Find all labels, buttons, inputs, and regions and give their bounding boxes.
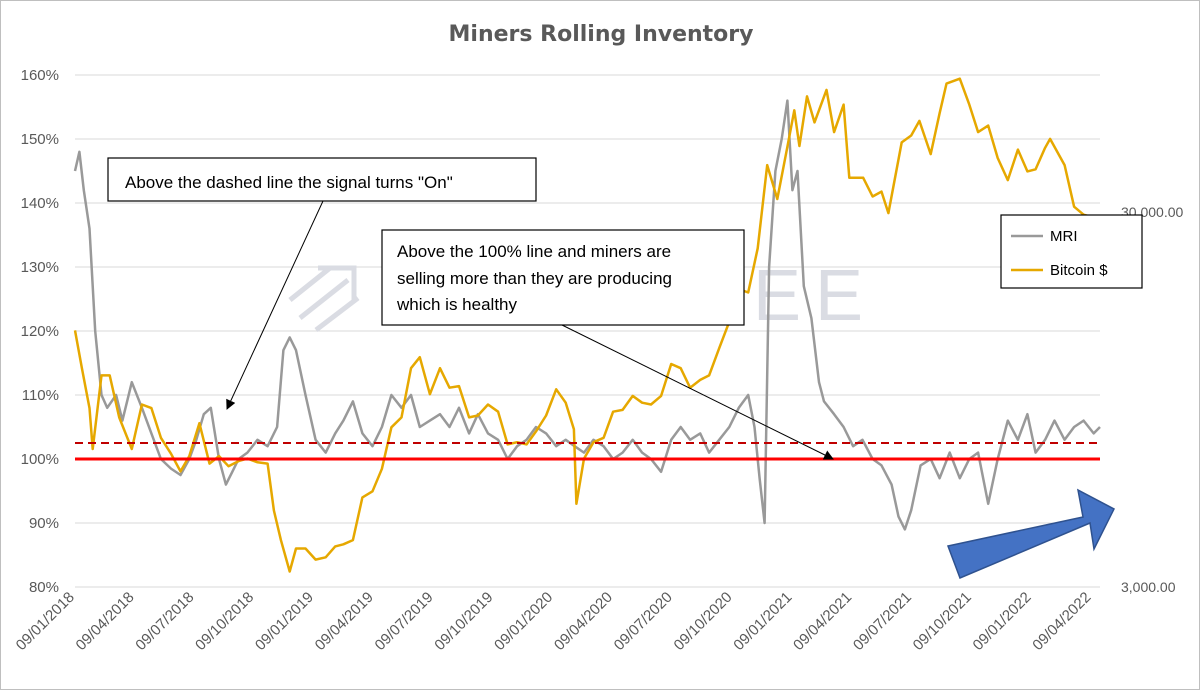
y-tick-label: 110% bbox=[22, 387, 59, 404]
reference-lines bbox=[75, 442, 1100, 461]
x-tick-label: 09/04/2019 bbox=[312, 589, 377, 654]
annotation-dashed-line: Above the dashed line the signal turns "… bbox=[107, 157, 537, 410]
annotation-text-dashed: Above the dashed line the signal turns "… bbox=[125, 173, 453, 192]
y-axis-left: 80% 90% 100% 110% 120% 130% 140% 150% 160% bbox=[21, 67, 59, 596]
annotation-arrow-dashed bbox=[226, 200, 324, 410]
y-tick-label: 130% bbox=[21, 259, 59, 276]
y-tick-label: 120% bbox=[21, 323, 59, 340]
x-tick-label: 09/01/2019 bbox=[252, 589, 317, 654]
x-tick-label: 09/01/2018 bbox=[13, 589, 78, 654]
annotation-box-100 bbox=[381, 229, 745, 326]
annotation-100-line: Above the 100% line and miners are selli… bbox=[381, 229, 834, 460]
x-tick-label: 09/04/2018 bbox=[73, 589, 138, 654]
legend: MRI Bitcoin $ bbox=[1000, 214, 1143, 289]
y-tick-label: 160% bbox=[21, 67, 59, 84]
y-tick-label: 80% bbox=[29, 579, 59, 596]
x-tick-label: 09/07/2018 bbox=[132, 589, 197, 654]
x-axis: 09/01/201809/04/201809/07/201809/10/2018… bbox=[13, 589, 1095, 654]
annotation-text-100-line3: which is healthy bbox=[396, 295, 518, 314]
x-tick-label: 09/07/2019 bbox=[372, 589, 437, 654]
x-tick-label: 09/10/2018 bbox=[192, 589, 257, 654]
bytetree-logo-icon bbox=[288, 265, 360, 332]
annotation-arrow-100 bbox=[561, 324, 834, 460]
x-tick-label: 09/01/2020 bbox=[491, 589, 556, 654]
x-tick-label: 09/10/2019 bbox=[431, 589, 496, 654]
x-tick-label: 09/04/2021 bbox=[790, 589, 855, 654]
series-line-mri bbox=[73, 99, 1101, 531]
legend-label-bitcoin: Bitcoin $ bbox=[1050, 262, 1108, 279]
chart-title: Miners Rolling Inventory bbox=[449, 22, 754, 47]
annotation-text-100-line2: selling more than they are producing bbox=[397, 269, 672, 288]
legend-box bbox=[1000, 214, 1143, 289]
y-tick-label: 150% bbox=[21, 131, 59, 148]
x-tick-label: 09/07/2020 bbox=[611, 589, 676, 654]
y-tick-label: 100% bbox=[21, 451, 59, 468]
y-tick-label: 90% bbox=[29, 515, 59, 532]
x-tick-label: 09/04/2022 bbox=[1029, 589, 1094, 654]
right-tick-label: 3,000.00 bbox=[1121, 579, 1176, 595]
x-tick-label: 09/01/2022 bbox=[970, 589, 1035, 654]
uptrend-arrow-icon bbox=[946, 488, 1115, 579]
x-tick-label: 09/01/2021 bbox=[730, 589, 795, 654]
legend-label-mri: MRI bbox=[1050, 228, 1078, 245]
x-tick-label: 09/07/2021 bbox=[850, 589, 915, 654]
gridlines bbox=[75, 74, 1100, 588]
annotation-text-100-line1: Above the 100% line and miners are bbox=[397, 242, 671, 261]
x-tick-label: 09/10/2020 bbox=[671, 589, 736, 654]
annotation-box-dashed bbox=[107, 157, 537, 202]
y-tick-label: 140% bbox=[21, 195, 59, 212]
x-tick-label: 09/04/2020 bbox=[551, 589, 616, 654]
x-tick-label: 09/10/2021 bbox=[910, 589, 975, 654]
